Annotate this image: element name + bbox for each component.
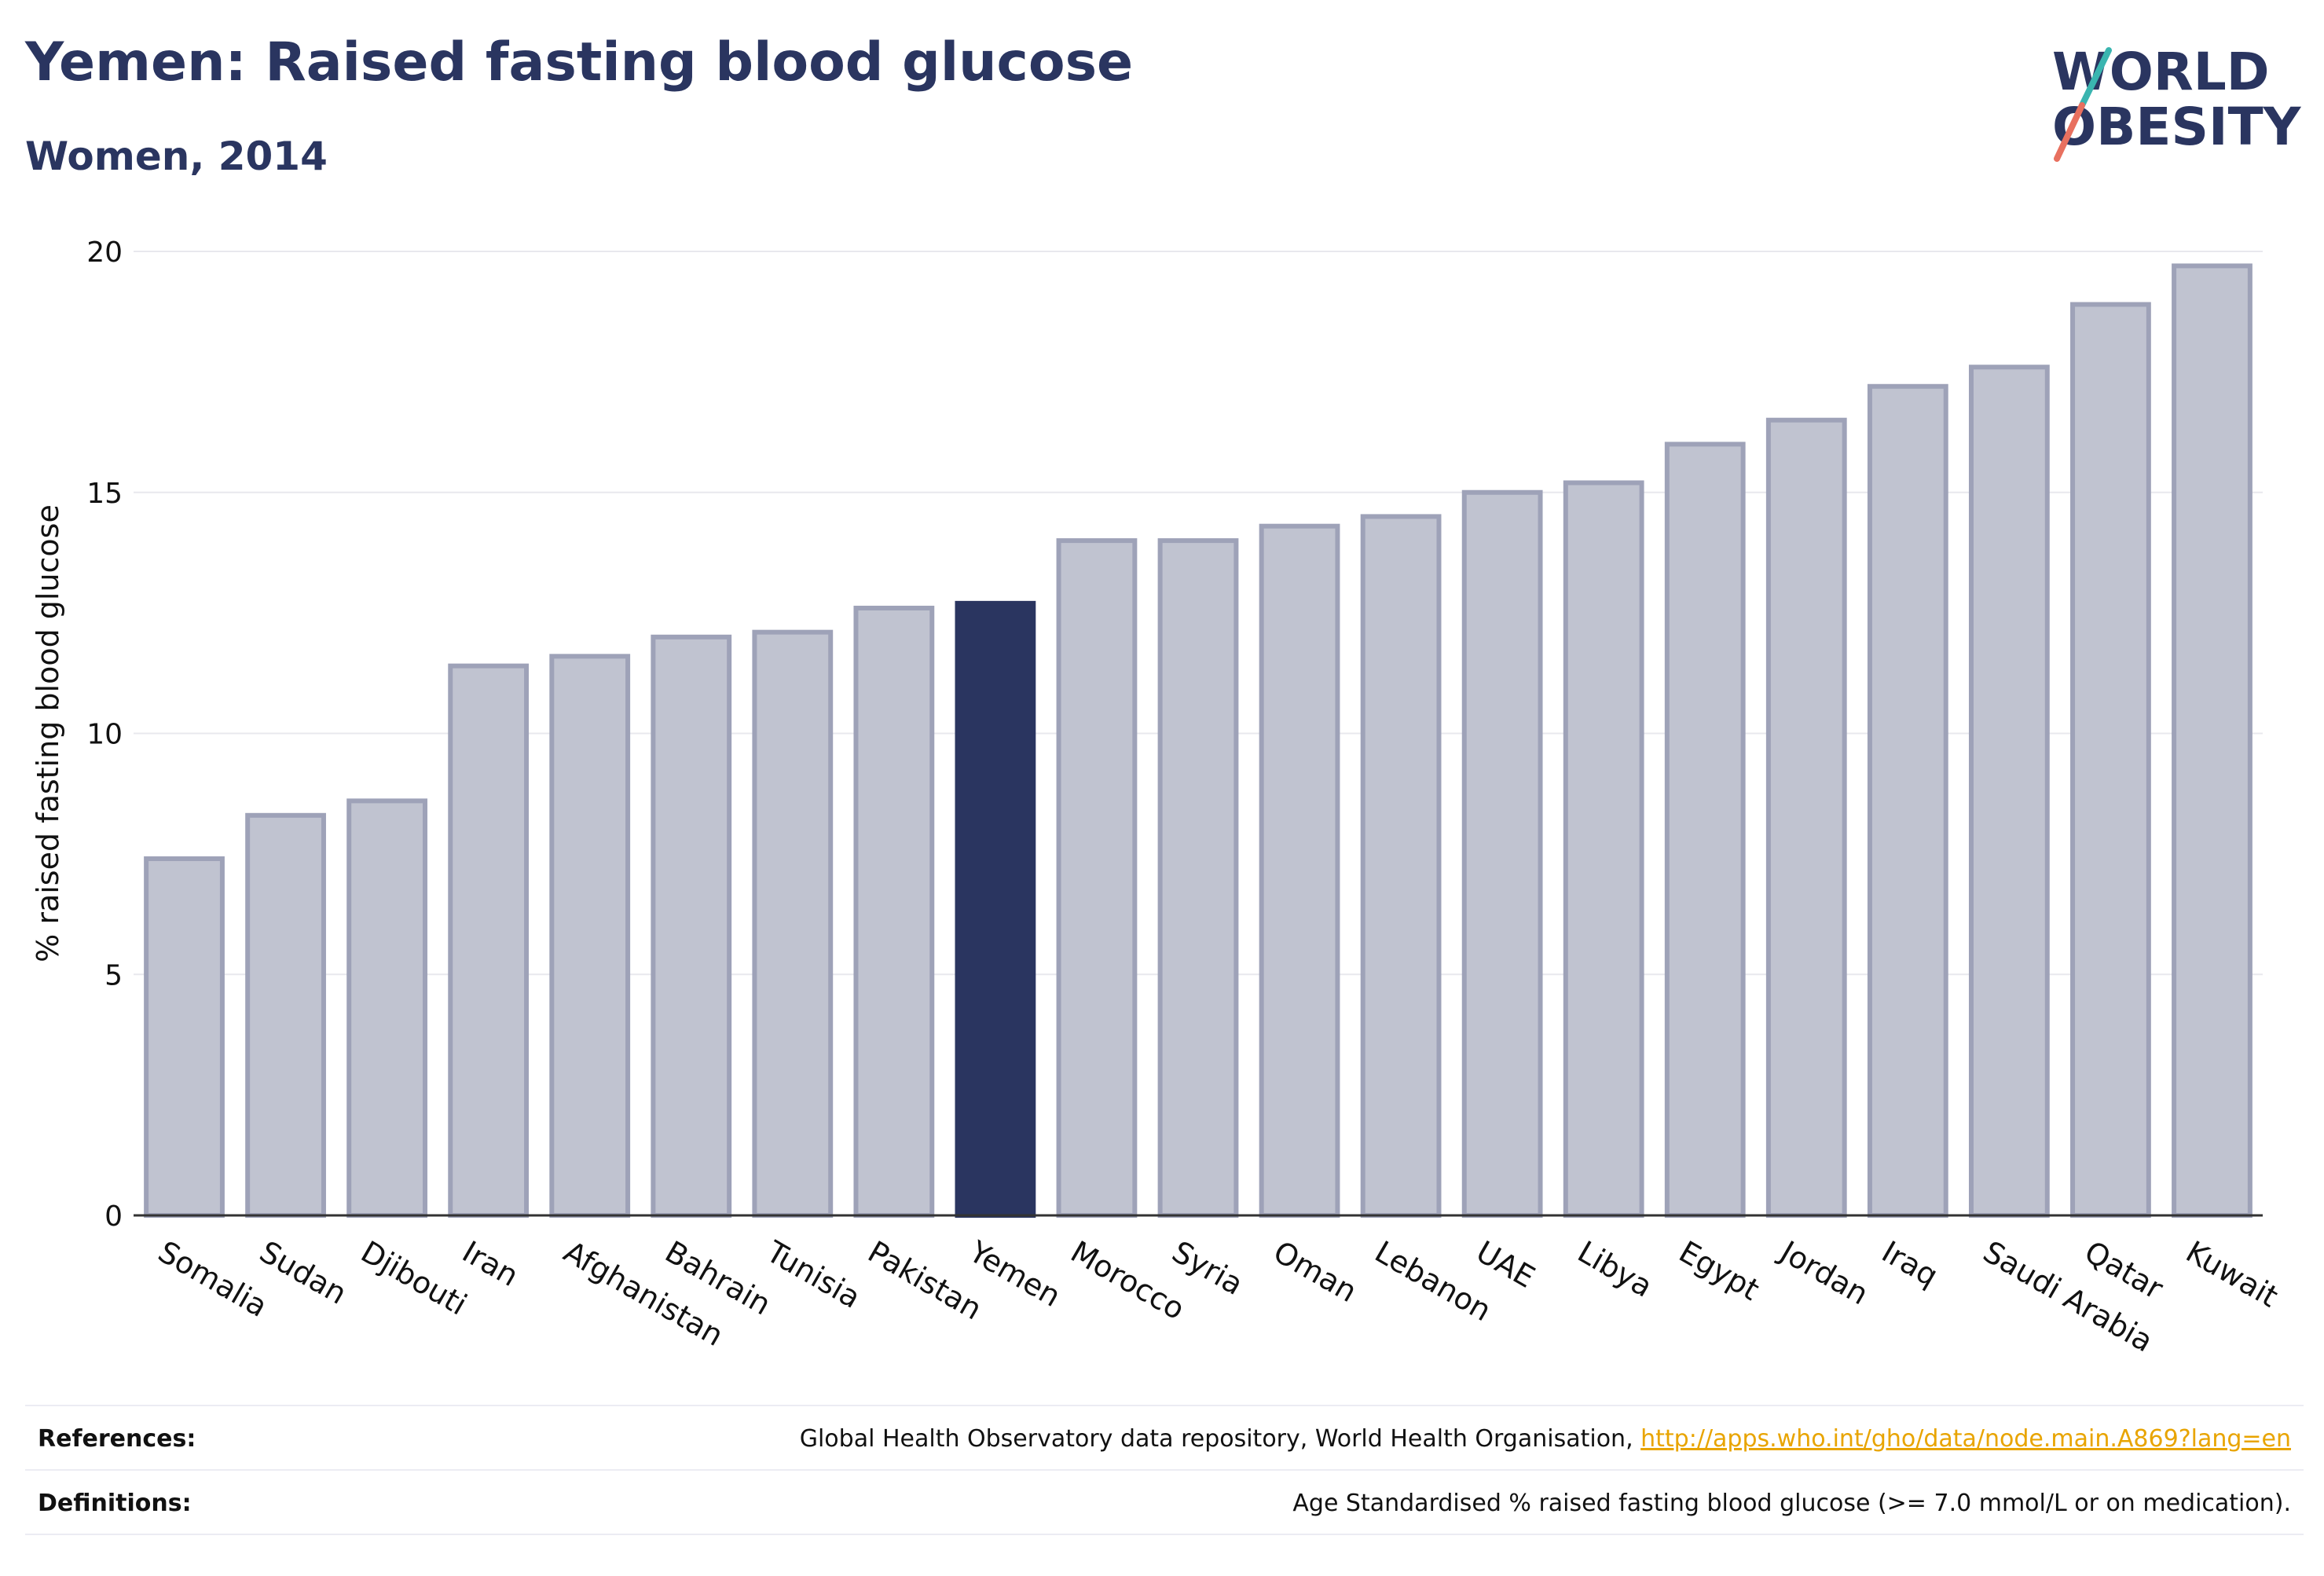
bar <box>1765 417 1847 1218</box>
references-value: Global Health Observatory data repositor… <box>800 1425 2291 1453</box>
y-tick-label: 20 <box>86 236 123 269</box>
x-category-label: Kuwait <box>2180 1234 2284 1314</box>
x-category-label: Pakistan <box>862 1234 988 1327</box>
footer-divider-middle <box>25 1469 2304 1471</box>
logo-line-2: OBESITY <box>2052 97 2302 157</box>
x-category-label: Iran <box>456 1234 524 1293</box>
bar <box>853 605 935 1218</box>
y-axis-ticks: 0 5 10 15 20 <box>86 236 123 1233</box>
bar <box>651 634 732 1218</box>
bar-highlighted <box>955 600 1036 1218</box>
y-tick-label: 15 <box>86 478 123 510</box>
bar <box>1157 538 1239 1218</box>
chart-subtitle: Women, 2014 <box>25 134 328 179</box>
definitions-label: Definitions: <box>38 1490 192 1517</box>
y-axis-title: % raised fasting blood glucose <box>31 504 65 962</box>
bar <box>1867 383 1948 1218</box>
bar <box>2070 302 2151 1218</box>
bar <box>245 812 326 1219</box>
bar <box>1360 514 1442 1218</box>
references-label: References: <box>38 1425 196 1453</box>
bar <box>1056 538 1138 1218</box>
x-category-label: UAE <box>1471 1234 1541 1295</box>
bar <box>1968 365 2050 1218</box>
x-category-label: Djibouti <box>355 1234 473 1322</box>
bar <box>1563 480 1644 1218</box>
y-tick-label: 5 <box>104 959 123 991</box>
chart-title: Yemen: Raised fasting blood glucose <box>25 31 1134 93</box>
bar <box>2172 263 2253 1218</box>
references-link[interactable]: http://apps.who.int/gho/data/node.main.A… <box>1640 1425 2291 1453</box>
definitions-value: Age Standardised % raised fasting blood … <box>1292 1490 2291 1517</box>
x-category-label: Morocco <box>1065 1234 1190 1327</box>
logo-slash-teal <box>2079 47 2112 108</box>
references-row: References: Global Health Observatory da… <box>38 1425 2291 1472</box>
footer-divider-top <box>25 1405 2304 1406</box>
y-tick-label: 0 <box>104 1200 123 1233</box>
x-category-label: Somalia <box>152 1234 273 1324</box>
x-category-label: Saudi Arabia <box>1978 1234 2159 1359</box>
logo-slash-coral <box>2054 102 2085 162</box>
definitions-row: Definitions: Age Standardised % raised f… <box>38 1490 2291 1537</box>
bar <box>1259 523 1340 1218</box>
bar <box>549 654 631 1218</box>
bar <box>448 663 530 1218</box>
world-obesity-logo: WORLD OBESITY <box>2052 42 2302 162</box>
x-category-label: Libya <box>1572 1234 1659 1304</box>
bar <box>1664 442 1746 1218</box>
x-category-label: Iraq <box>1876 1234 1944 1293</box>
references-text: Global Health Observatory data repositor… <box>799 1425 1641 1453</box>
footer-divider-bottom <box>25 1534 2304 1535</box>
x-category-label: Oman <box>1268 1234 1363 1309</box>
y-tick-label: 10 <box>86 719 123 751</box>
bar <box>752 629 834 1218</box>
x-category-label: Egypt <box>1673 1234 1765 1307</box>
bar <box>346 798 428 1218</box>
x-category-label: Jordan <box>1773 1233 1874 1312</box>
x-category-label: Tunisia <box>760 1233 866 1315</box>
bars <box>144 263 2253 1219</box>
bar <box>144 856 225 1218</box>
x-category-label: Lebanon <box>1369 1234 1497 1328</box>
bar <box>1461 489 1543 1218</box>
